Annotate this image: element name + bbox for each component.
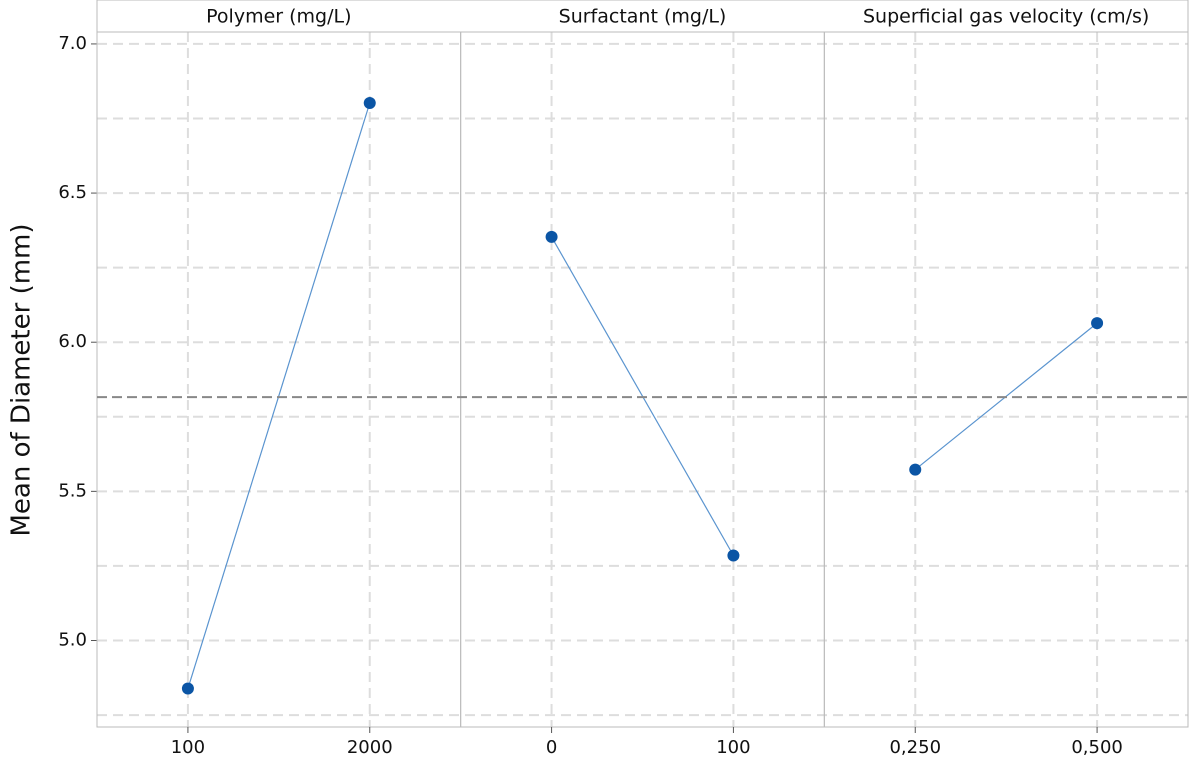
panel-title: Surfactant (mg/L) <box>559 6 727 28</box>
panel-frame <box>96 31 462 728</box>
x-tick-label: 100 <box>716 737 750 758</box>
y-axis-label: Mean of Diameter (mm) <box>7 223 37 536</box>
y-tick-label: 7.0 <box>58 33 87 54</box>
x-tick-label: 0,500 <box>1071 737 1123 758</box>
x-tick-label: 2000 <box>347 737 393 758</box>
mean-point <box>909 463 922 476</box>
panel-title: Superficial gas velocity (cm/s) <box>863 6 1149 28</box>
mean-point <box>545 230 558 243</box>
mean-point <box>181 682 194 695</box>
y-tick-label: 6.5 <box>58 182 87 203</box>
y-tick-label: 6.0 <box>58 331 87 352</box>
x-tick-label: 100 <box>171 737 205 758</box>
x-tick-label: 0,250 <box>889 737 941 758</box>
panel-title: Polymer (mg/L) <box>206 6 351 28</box>
mean-point <box>1091 317 1104 330</box>
panel-frame <box>823 31 1189 728</box>
effect-line <box>187 102 371 689</box>
mean-point <box>727 549 740 562</box>
mean-point <box>363 96 376 109</box>
x-tick-label: 0 <box>546 737 557 758</box>
panel-frame <box>460 31 825 728</box>
y-tick-label: 5.0 <box>58 629 87 650</box>
y-tick-label: 5.5 <box>58 480 87 501</box>
header-strip <box>96 0 1189 33</box>
